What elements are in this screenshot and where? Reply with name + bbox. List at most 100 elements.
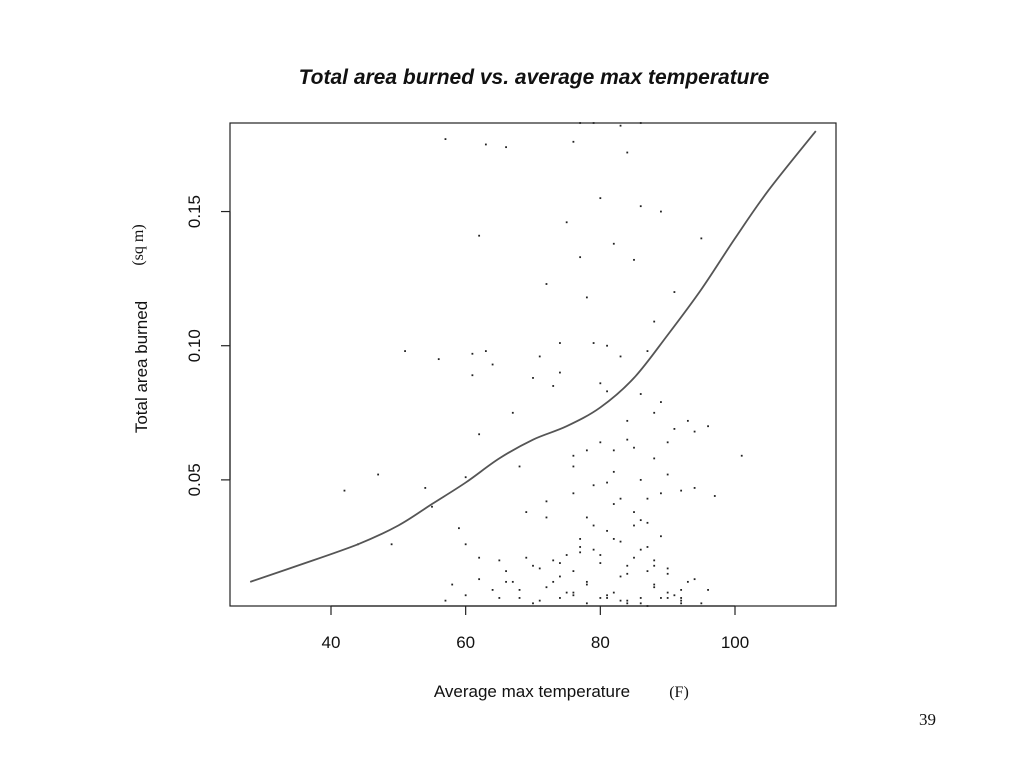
- data-point: [478, 234, 481, 237]
- data-point: [680, 597, 683, 599]
- data-point: [612, 591, 615, 594]
- data-point: [653, 559, 656, 562]
- data-point: [707, 589, 709, 591]
- data-point: [646, 521, 649, 524]
- data-point: [579, 122, 582, 124]
- data-point: [646, 350, 649, 352]
- data-point: [680, 599, 683, 602]
- data-point: [612, 538, 615, 540]
- data-point: [633, 556, 635, 559]
- x-axis-unit: (F): [669, 684, 689, 701]
- data-point: [565, 554, 568, 556]
- data-point: [559, 575, 561, 578]
- data-point: [478, 433, 481, 436]
- data-point: [653, 457, 656, 460]
- data-point: [639, 602, 642, 605]
- data-point: [626, 151, 629, 154]
- x-axis: 40 60 80 100: [322, 605, 749, 652]
- data-point: [700, 602, 703, 605]
- chart-title: Total area burned vs. average max temper…: [299, 66, 770, 89]
- data-point: [451, 583, 454, 586]
- data-point: [599, 597, 602, 599]
- data-point: [390, 543, 393, 546]
- data-point: [559, 371, 561, 374]
- data-point: [612, 242, 615, 245]
- data-point: [693, 430, 696, 433]
- data-point: [666, 567, 669, 570]
- x-tick-label: 80: [591, 633, 610, 652]
- data-point: [633, 258, 635, 261]
- data-point: [626, 438, 629, 441]
- plot-frame: [229, 122, 837, 607]
- data-point: [552, 385, 555, 387]
- data-point: [612, 449, 615, 452]
- data-point: [505, 570, 507, 573]
- data-point: [585, 602, 588, 605]
- data-point: [660, 597, 662, 599]
- data-point: [680, 489, 683, 492]
- data-point: [639, 393, 642, 395]
- data-point: [619, 575, 622, 578]
- data-point: [646, 546, 649, 548]
- data-point: [592, 548, 595, 551]
- data-point: [478, 578, 481, 581]
- data-point: [606, 529, 608, 532]
- data-point: [343, 489, 346, 492]
- y-axis: 0.05 0.10 0.15: [185, 195, 231, 496]
- data-point: [666, 441, 669, 444]
- data-point: [538, 567, 541, 570]
- data-point: [660, 492, 662, 495]
- data-point: [592, 484, 595, 487]
- data-point: [599, 441, 602, 444]
- data-point: [532, 377, 534, 379]
- data-point: [518, 589, 521, 591]
- data-point: [626, 419, 629, 422]
- data-point: [680, 589, 683, 591]
- data-point: [484, 350, 487, 352]
- data-point: [572, 591, 575, 594]
- data-point: [633, 524, 635, 527]
- data-point: [458, 527, 460, 530]
- data-point: [579, 538, 582, 540]
- data-point: [471, 352, 474, 355]
- data-point: [599, 562, 602, 564]
- data-point: [404, 350, 406, 352]
- data-point: [491, 589, 494, 591]
- data-point: [606, 597, 608, 599]
- data-point: [612, 470, 615, 473]
- data-point: [653, 564, 656, 567]
- data-point: [686, 419, 689, 422]
- data-point: [707, 425, 709, 428]
- data-point: [444, 599, 447, 602]
- data-point: [599, 382, 602, 385]
- data-point: [626, 599, 629, 602]
- data-point: [585, 449, 588, 452]
- data-point: [491, 363, 494, 366]
- data-point: [545, 516, 548, 519]
- data-point: [545, 500, 548, 503]
- data-point: [565, 221, 568, 224]
- data-point: [713, 495, 716, 497]
- data-point: [579, 546, 582, 548]
- data-point: [639, 122, 642, 124]
- data-point: [538, 599, 541, 602]
- data-point: [464, 543, 467, 546]
- data-point: [437, 358, 440, 361]
- data-point: [572, 570, 575, 573]
- data-point: [633, 446, 635, 449]
- data-point: [619, 599, 622, 602]
- data-point: [545, 283, 548, 285]
- data-point: [606, 594, 608, 597]
- data-point: [740, 454, 743, 457]
- data-point: [444, 138, 447, 140]
- data-point: [498, 559, 501, 562]
- data-point: [572, 140, 575, 143]
- x-tick-label: 60: [456, 633, 475, 652]
- y-tick-label: 0.05: [185, 463, 204, 496]
- data-point: [572, 465, 575, 468]
- data-point: [599, 554, 602, 556]
- data-point: [484, 143, 487, 146]
- y-axis-unit: (sq m): [130, 224, 147, 265]
- data-point: [633, 511, 635, 513]
